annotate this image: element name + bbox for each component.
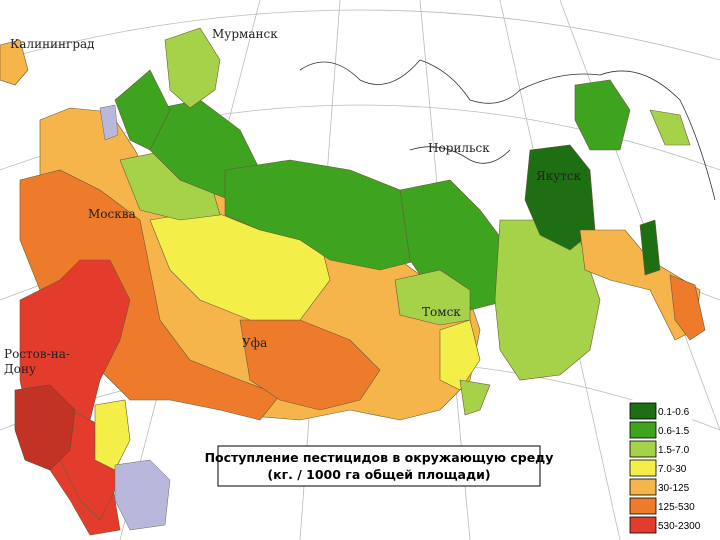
city-label: Якутск [536, 169, 582, 183]
legend-label: 1.5-7.0 [658, 445, 690, 456]
region [94, 399, 131, 471]
legend-label: 125-530 [658, 502, 695, 513]
city-label: Калининград [10, 37, 95, 51]
legend-swatch [629, 421, 657, 439]
region [114, 69, 171, 151]
region [579, 229, 701, 341]
region [239, 319, 381, 411]
region [649, 109, 691, 146]
legend-swatch [629, 440, 657, 458]
region [164, 27, 221, 109]
city-label: Москва [88, 207, 136, 221]
city-label: Норильск [428, 141, 490, 155]
region [224, 159, 431, 271]
city-label: Ростов-на- [4, 347, 70, 361]
title: Поступление пестицидов в окружающую сред… [205, 450, 554, 465]
city-label: Томск [422, 305, 461, 319]
region [0, 39, 29, 86]
legend-swatch [629, 497, 657, 515]
region [639, 219, 661, 276]
legend-label: 0.6-1.5 [658, 426, 690, 437]
region [394, 269, 471, 326]
city-label: Дону [4, 362, 36, 376]
title-box: Поступление пестицидов в окружающую сред… [205, 445, 554, 487]
region [669, 274, 706, 341]
subtitle: (кг. / 1000 га общей площади) [267, 467, 490, 482]
region [459, 379, 491, 416]
region [439, 319, 481, 391]
legend-label: 0.1-0.6 [658, 407, 690, 418]
legend-label: 7.0-30 [658, 464, 687, 475]
city-label: Мурманск [212, 27, 278, 41]
region [574, 79, 631, 151]
city-label: Уфа [242, 336, 267, 350]
legend-swatch [629, 402, 657, 420]
legend-swatch [629, 478, 657, 496]
legend-label: 30-125 [658, 483, 690, 494]
region [149, 209, 331, 321]
legend: 0.1-0.6 0.6-1.5 1.5-7.0 7.0-30 30-125 125-530… [628, 400, 701, 537]
legend-swatch [629, 459, 657, 477]
region [14, 384, 76, 471]
legend-swatch [629, 516, 657, 534]
regions [0, 27, 706, 536]
city-labels: Калининград Мурманск Москва Норильск Яку… [4, 27, 582, 376]
legend-label: 530-2300 [658, 521, 701, 532]
